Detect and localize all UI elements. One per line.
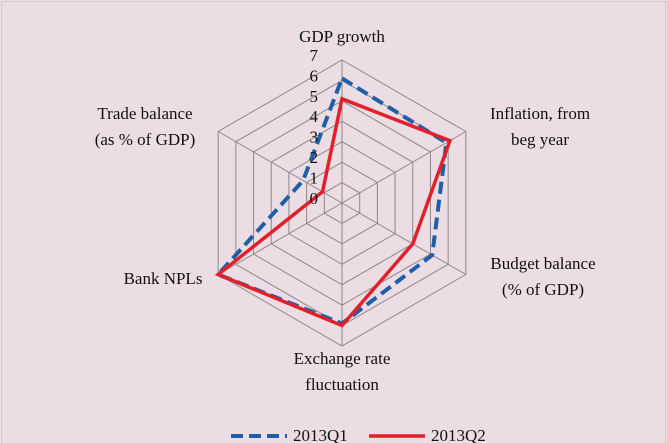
category-label: GDP growth bbox=[299, 27, 385, 46]
tick-label: 3 bbox=[310, 128, 319, 147]
category-label: (% of GDP) bbox=[502, 280, 584, 299]
tick-label: 1 bbox=[310, 168, 319, 187]
category-label: Trade balance bbox=[97, 104, 192, 123]
tick-label: 5 bbox=[310, 87, 319, 106]
tick-label: 0 bbox=[310, 189, 319, 208]
tick-label: 6 bbox=[310, 66, 319, 85]
category-label: Exchange rate bbox=[294, 349, 391, 368]
spoke bbox=[341, 202, 467, 275]
category-label: beg year bbox=[511, 130, 569, 149]
category-label: Bank NPLs bbox=[124, 269, 203, 288]
series-line bbox=[214, 96, 453, 328]
tick-label: 4 bbox=[310, 107, 319, 126]
tick-label: 7 bbox=[310, 46, 319, 65]
category-label: fluctuation bbox=[305, 375, 379, 394]
spoke bbox=[217, 202, 343, 275]
legend-label: 2013Q2 bbox=[431, 426, 486, 443]
legend-label: 2013Q1 bbox=[293, 426, 348, 443]
category-label: Inflation, from bbox=[490, 104, 590, 123]
category-label: (as % of GDP) bbox=[95, 130, 196, 149]
spoke bbox=[341, 131, 467, 204]
category-label: Budget balance bbox=[490, 254, 595, 273]
tick-label: 2 bbox=[310, 148, 319, 167]
